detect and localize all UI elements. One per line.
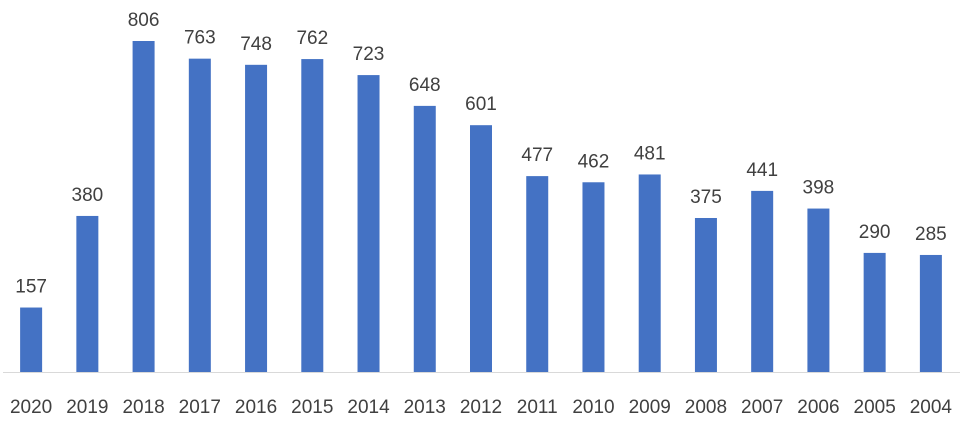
value-label: 375 bbox=[690, 187, 722, 208]
x-tick-label: 2007 bbox=[741, 397, 783, 418]
bar bbox=[526, 176, 549, 372]
x-tick-label: 2005 bbox=[854, 397, 896, 418]
value-label: 462 bbox=[578, 151, 610, 172]
bar bbox=[413, 105, 436, 372]
value-label: 157 bbox=[15, 277, 47, 298]
bar bbox=[188, 58, 211, 372]
bar bbox=[132, 41, 155, 372]
bar bbox=[807, 208, 830, 372]
bar bbox=[245, 64, 268, 373]
bar bbox=[863, 252, 886, 372]
x-tick-label: 2017 bbox=[179, 397, 221, 418]
bar bbox=[20, 307, 43, 372]
value-label: 601 bbox=[465, 94, 497, 115]
value-label: 723 bbox=[353, 44, 385, 65]
value-label: 648 bbox=[409, 75, 441, 96]
x-tick-label: 2004 bbox=[910, 397, 953, 418]
value-label: 398 bbox=[803, 178, 835, 199]
x-tick-label: 2015 bbox=[291, 397, 333, 418]
bar bbox=[301, 59, 324, 372]
bar bbox=[751, 190, 774, 372]
value-label: 763 bbox=[184, 28, 216, 49]
bar bbox=[582, 182, 605, 372]
value-label: 290 bbox=[859, 222, 891, 243]
x-tick-label: 2014 bbox=[347, 397, 390, 418]
value-label: 748 bbox=[240, 34, 272, 55]
x-tick-label: 2006 bbox=[797, 397, 839, 418]
x-tick-label: 2019 bbox=[66, 397, 108, 418]
x-tick-label: 2016 bbox=[235, 397, 277, 418]
value-label: 806 bbox=[128, 10, 160, 31]
x-tick-label: 2009 bbox=[629, 397, 671, 418]
value-label: 380 bbox=[72, 185, 104, 206]
x-tick-label: 2011 bbox=[517, 397, 558, 418]
x-tick-label: 2012 bbox=[460, 397, 502, 418]
bar bbox=[919, 254, 942, 372]
x-tick-label: 2013 bbox=[404, 397, 446, 418]
value-label: 477 bbox=[521, 145, 553, 166]
bar bbox=[357, 75, 380, 373]
value-label: 285 bbox=[915, 224, 947, 245]
bar bbox=[638, 174, 661, 372]
value-label: 481 bbox=[634, 143, 666, 164]
x-tick-label: 2010 bbox=[572, 397, 614, 418]
value-label: 441 bbox=[746, 160, 778, 181]
x-tick-label: 2008 bbox=[685, 397, 727, 418]
bar bbox=[694, 217, 717, 372]
x-tick-label: 2018 bbox=[122, 397, 164, 418]
value-label: 762 bbox=[296, 28, 328, 49]
x-tick-label: 2020 bbox=[10, 397, 52, 418]
bar bbox=[76, 215, 99, 372]
bar bbox=[470, 125, 492, 372]
